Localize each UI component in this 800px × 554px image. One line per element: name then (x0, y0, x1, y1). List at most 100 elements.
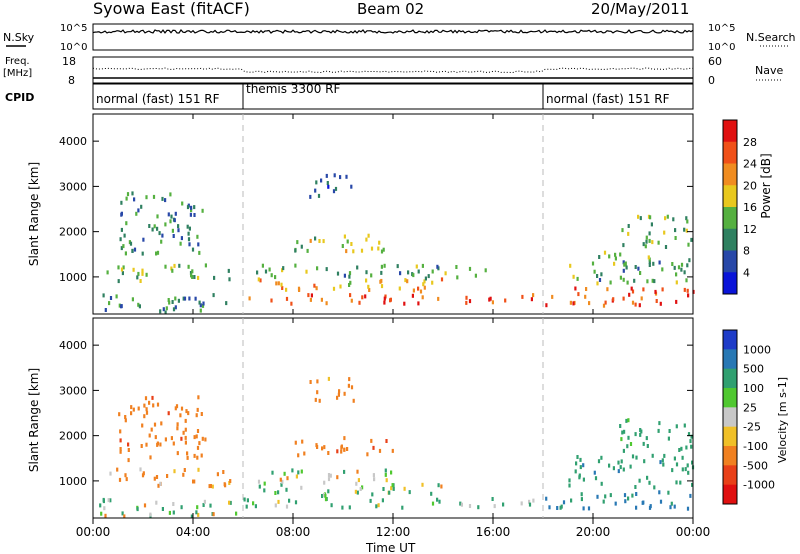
echo-cell (370, 246, 374, 251)
echo-cell (617, 469, 620, 474)
echo-cell (572, 301, 575, 306)
echo-cell (175, 404, 179, 409)
echo-cell (156, 402, 160, 407)
echo-cell (187, 231, 190, 236)
echo-cell (468, 299, 472, 304)
velocity-colorbar-tick: 100 (743, 382, 764, 395)
echo-cell (172, 441, 175, 446)
echo-cell (208, 484, 211, 489)
echo-cell (170, 214, 173, 219)
echo-cell (179, 241, 182, 246)
echo-cell (285, 487, 288, 492)
echo-cell (343, 273, 346, 278)
echo-cell (465, 300, 468, 305)
velocity-colorbar-swatch (723, 446, 737, 466)
echo-cell (661, 287, 664, 292)
echo-cell (639, 428, 642, 432)
cpid-label: CPID (5, 91, 34, 104)
echo-cell (622, 268, 625, 273)
echo-cell (167, 212, 170, 217)
echo-cell (184, 427, 187, 432)
echo-cell (604, 300, 607, 305)
echo-cell (169, 219, 172, 224)
power-ylabel: Slant Range [km] (27, 162, 41, 266)
echo-cell (188, 226, 191, 231)
echo-cell (151, 395, 154, 400)
echo-cell (431, 269, 434, 274)
echo-cell (125, 196, 128, 201)
echo-cell (648, 480, 651, 485)
echo-cell (320, 297, 323, 302)
echo-cell (141, 423, 144, 428)
echo-cell (228, 500, 231, 505)
nave-tick-top: 60 (708, 55, 722, 68)
echo-cell (102, 293, 105, 298)
echo-cell (360, 248, 364, 253)
echo-cell (172, 234, 175, 238)
velocity-colorbar-swatch (723, 407, 737, 428)
echo-cell (668, 429, 671, 433)
echo-cell (456, 275, 459, 280)
echo-cell (356, 490, 359, 495)
echo-cell (136, 507, 139, 512)
x-tick-label: 16:00 (476, 525, 511, 539)
echo-cell (371, 492, 374, 497)
echo-cell (591, 261, 595, 266)
echo-cell (427, 274, 430, 279)
echo-cell (417, 286, 420, 291)
echo-cell (582, 477, 585, 482)
y-tick-label: 3000 (59, 384, 87, 397)
echo-cell (199, 308, 202, 313)
echo-cell (545, 303, 548, 308)
echo-cell (654, 289, 657, 294)
echo-cell (670, 501, 673, 506)
echo-cell (309, 194, 312, 199)
echo-cell (686, 506, 690, 511)
echo-cell (640, 429, 643, 434)
echo-cell (391, 483, 394, 488)
echo-cell (330, 503, 333, 508)
echo-cell (691, 460, 694, 465)
echo-cell (587, 506, 591, 511)
echo-cell (639, 432, 642, 437)
echo-cell (295, 474, 298, 479)
echo-cell (315, 180, 318, 185)
echo-cell (126, 192, 130, 197)
power-colorbar-tick: 8 (743, 245, 750, 258)
cpid-panel: CPID normal (fast) 151 RF themis 3300 RF… (5, 82, 694, 110)
echo-cell (585, 287, 588, 291)
echo-cell (119, 438, 122, 443)
echo-cell (370, 438, 373, 443)
nsky-trace (92, 29, 694, 34)
echo-cell (325, 267, 328, 272)
freq-tick-top: 18 (62, 55, 76, 68)
echo-cell (687, 242, 690, 247)
echo-cell (136, 275, 139, 280)
echo-cell (643, 459, 646, 464)
echo-cell (184, 435, 187, 440)
echo-cell (658, 490, 661, 495)
nsky-label: N.Sky (3, 31, 35, 44)
echo-cell (177, 224, 180, 229)
echo-cell (444, 271, 447, 276)
echo-cell (201, 303, 205, 308)
echo-cell (336, 395, 339, 400)
power-colorbar-swatch (723, 185, 737, 208)
echo-cell (100, 511, 103, 516)
echo-cell (588, 301, 591, 306)
echo-cell (392, 486, 395, 491)
echo-cell (603, 250, 607, 255)
echo-cell (148, 400, 151, 405)
echo-cell (142, 237, 145, 242)
velocity-colorbar-swatch (723, 465, 737, 486)
echo-cell (164, 310, 167, 315)
echo-cell (338, 389, 341, 394)
echo-cell (274, 491, 277, 495)
echo-cell (203, 499, 206, 504)
date-title: 20/May/2011 (591, 0, 689, 18)
echo-cell (277, 281, 280, 286)
echo-cell (201, 436, 204, 441)
echo-cell (675, 299, 678, 304)
echo-cell (115, 294, 118, 299)
